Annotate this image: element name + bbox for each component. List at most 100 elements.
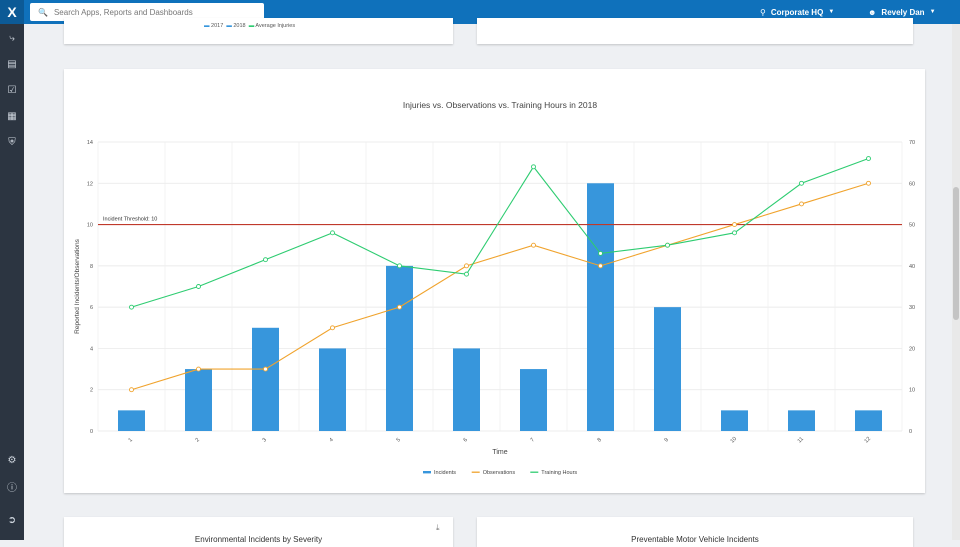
help-icon[interactable]: ⓘ [7, 482, 17, 494]
point-observations [531, 242, 536, 248]
bottom-right-card: Preventable Motor Vehicle Incidents [477, 517, 913, 547]
point-observations [732, 222, 737, 228]
point-observations [196, 366, 201, 372]
point-training-hours [732, 230, 737, 236]
bottom-left-card: Environmental Incidents by Severity ⤓ [64, 517, 453, 547]
x-axis-label: Time [492, 449, 507, 456]
y-tick-label: 10 [87, 223, 93, 229]
chart-card: Injuries vs. Observations vs. Training H… [64, 69, 925, 493]
point-training-hours [598, 251, 603, 256]
user-menu[interactable]: ☻ Revely Dan ▼ [868, 0, 936, 24]
x-tick-label: 12 [864, 436, 873, 445]
user-name: Revely Dan [881, 7, 925, 17]
bar-incidents [118, 410, 145, 431]
y2-tick-label: 70 [909, 140, 915, 146]
y-tick-label: 12 [87, 181, 93, 187]
point-observations [263, 366, 268, 372]
user-icon: ☻ [868, 7, 877, 17]
y2-tick-label: 50 [909, 223, 915, 229]
legend-2017: 2017 [211, 23, 224, 29]
y2-tick-label: 0 [909, 429, 912, 435]
search-input[interactable] [53, 7, 254, 17]
bar-incidents [185, 369, 212, 431]
x-tick-label: 11 [797, 436, 805, 444]
series-line-training-hours [131, 157, 869, 308]
checklist-icon[interactable]: ☑ [7, 84, 17, 96]
logout-icon[interactable]: ➲ [7, 514, 17, 526]
sidebar: ⤷ ▤ ☑ ▦ ⛨ ⚙ ⓘ ➲ [0, 24, 24, 540]
point-observations [598, 263, 603, 269]
top-left-card: ▬ 2017 ▬ 2018 ▬ Average Injuries [64, 18, 453, 44]
point-observations [866, 180, 871, 186]
x-tick-label: 4 [329, 437, 335, 443]
legend-label: Observations [483, 470, 516, 476]
point-training-hours [665, 242, 670, 248]
chart-title: Injuries vs. Observations vs. Training H… [403, 100, 597, 110]
x-tick-label: 10 [730, 436, 739, 445]
y2-tick-label: 60 [909, 181, 915, 187]
search-box[interactable]: 🔍 [30, 3, 264, 21]
y-axis-label: Reported Incidents/Observations [74, 238, 81, 333]
bar-incidents [855, 410, 882, 431]
shield-icon[interactable]: ⛨ [8, 136, 16, 148]
bar-incidents [520, 369, 547, 431]
combo-chart: Injuries vs. Observations vs. Training H… [74, 100, 915, 476]
location-pin-icon: ⚲ [760, 7, 766, 17]
point-training-hours [464, 271, 469, 277]
y2-tick-label: 20 [909, 346, 915, 352]
top-card-legend: ▬ 2017 ▬ 2018 ▬ Average Injuries [204, 23, 296, 29]
y-tick-label: 2 [90, 388, 93, 394]
point-observations [129, 387, 134, 393]
bar-incidents [654, 307, 681, 431]
y2-tick-label: 10 [909, 388, 915, 394]
x-tick-label: 6 [463, 437, 469, 443]
x-tick-label: 1 [128, 437, 134, 443]
settings-icon[interactable]: ⚙ [7, 454, 17, 466]
workflow-icon[interactable]: ⤷ [9, 32, 15, 44]
legend-label: Incidents [434, 470, 456, 476]
bar-incidents [721, 410, 748, 431]
point-observations [397, 304, 402, 310]
bar-incidents [252, 327, 279, 431]
y2-tick-label: 40 [909, 264, 915, 270]
scrollbar-thumb[interactable] [953, 187, 959, 320]
point-training-hours [397, 263, 402, 269]
chevron-down-icon: ▼ [929, 9, 936, 15]
bar-incidents [587, 183, 614, 431]
x-tick-label: 5 [396, 437, 402, 443]
point-observations [464, 263, 469, 269]
point-training-hours [866, 156, 871, 161]
y-tick-label: 14 [87, 140, 93, 146]
y-tick-label: 6 [90, 305, 93, 311]
point-training-hours [129, 304, 134, 310]
bar-incidents [319, 348, 346, 431]
report-icon[interactable]: ▤ [7, 58, 17, 70]
threshold-label: Incident Threshold: 10 [103, 217, 157, 223]
point-observations [330, 325, 335, 331]
x-tick-label: 8 [597, 437, 603, 443]
bar-incidents [386, 265, 413, 431]
legend-label: Training Hours [541, 470, 577, 476]
point-training-hours [531, 164, 536, 170]
point-training-hours [330, 230, 335, 236]
y-tick-label: 4 [90, 346, 93, 352]
y-tick-label: 0 [90, 429, 93, 435]
location-selector[interactable]: ⚲ Corporate HQ ▼ [760, 0, 834, 24]
top-right-card [477, 18, 913, 44]
legend-swatch [423, 471, 431, 474]
download-icon[interactable]: ⤓ [436, 523, 440, 532]
search-icon: 🔍 [38, 7, 48, 17]
y2-tick-label: 30 [909, 305, 915, 311]
x-tick-label: 9 [664, 437, 670, 443]
x-tick-label: 2 [195, 437, 201, 443]
point-training-hours [799, 180, 804, 186]
x-tick-label: 7 [530, 437, 536, 443]
y-tick-label: 8 [90, 264, 93, 270]
calendar-icon[interactable]: ▦ [7, 110, 17, 122]
chevron-down-icon: ▼ [828, 9, 835, 15]
bar-incidents [788, 410, 815, 431]
legend-2018: 2018 [233, 23, 246, 29]
series-line-observations [131, 182, 869, 391]
legend-average-injuries: Average Injuries [255, 23, 296, 29]
app-logo[interactable]: X [0, 0, 24, 24]
